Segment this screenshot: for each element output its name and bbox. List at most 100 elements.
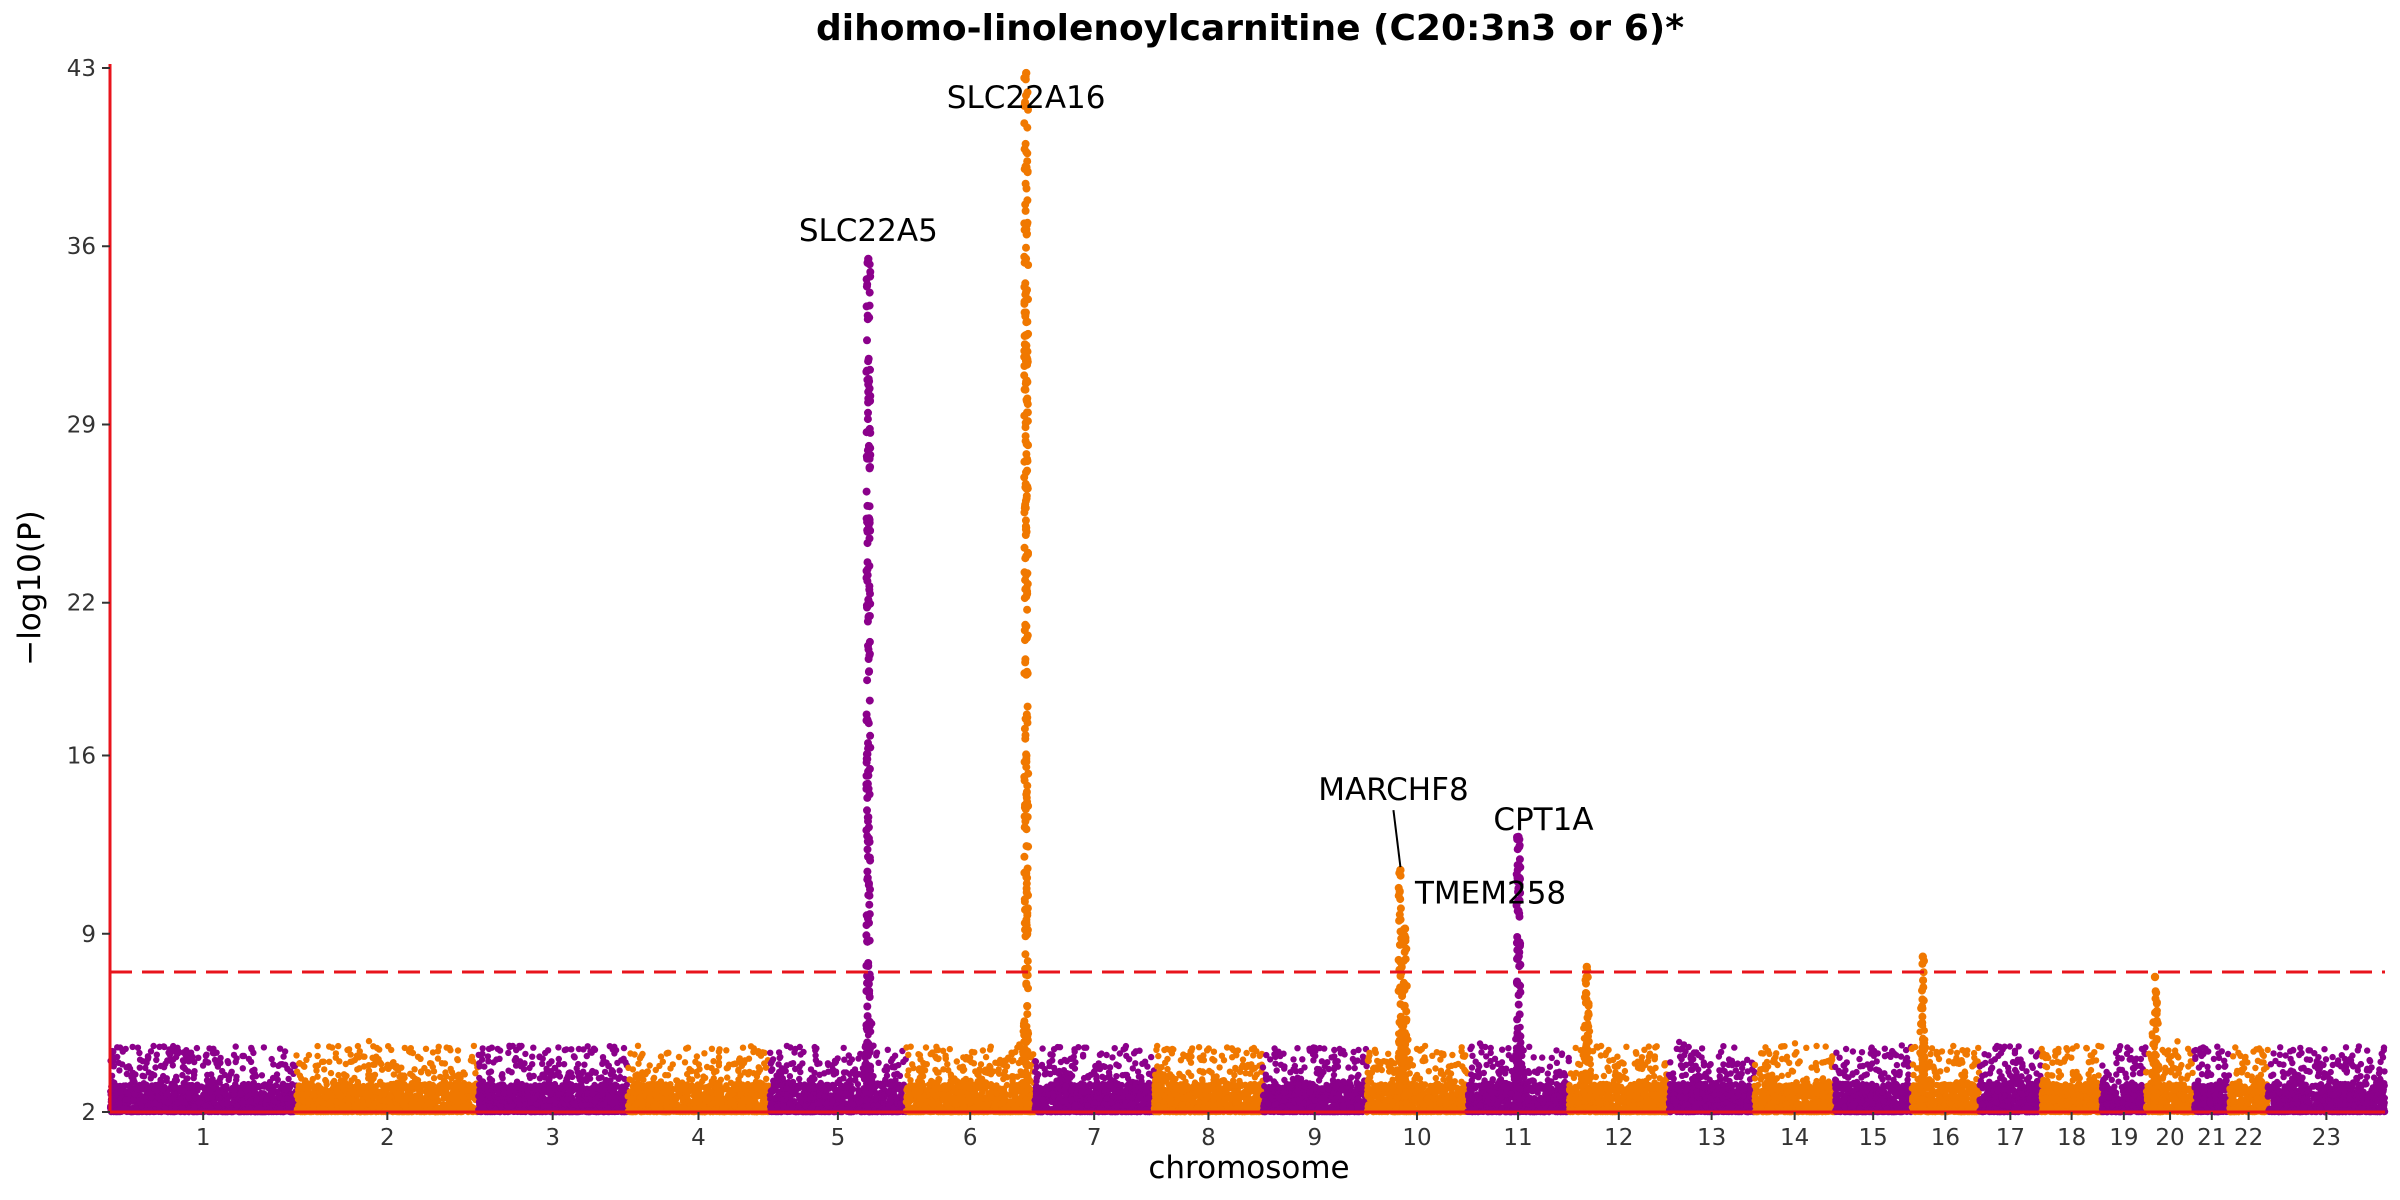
snp-point bbox=[169, 1062, 176, 1069]
snp-point bbox=[119, 1048, 127, 1055]
snp-point bbox=[222, 1083, 229, 1090]
snp-point bbox=[591, 1098, 598, 1105]
snp-point bbox=[348, 1058, 356, 1065]
snp-point bbox=[659, 1058, 666, 1065]
snp-point bbox=[381, 1097, 388, 1105]
snp-point bbox=[225, 1074, 233, 1081]
snp-point bbox=[506, 1088, 513, 1096]
snp-point bbox=[475, 1098, 483, 1106]
snp-point bbox=[692, 1058, 699, 1066]
snp-point bbox=[419, 1081, 426, 1089]
snp-point bbox=[137, 1083, 144, 1091]
snp-point bbox=[465, 1086, 473, 1094]
snp-point bbox=[299, 1061, 307, 1069]
snp-point bbox=[555, 1044, 562, 1051]
snp-point bbox=[401, 1092, 408, 1099]
snp-point bbox=[303, 1056, 310, 1064]
snp-point bbox=[177, 1087, 184, 1094]
snp-point bbox=[365, 1062, 372, 1069]
snp-point bbox=[522, 1050, 529, 1058]
snp-point bbox=[599, 1090, 606, 1098]
snp-point bbox=[256, 1083, 263, 1090]
snp-point bbox=[152, 1064, 159, 1071]
snp-point bbox=[513, 1084, 521, 1091]
snp-point bbox=[546, 1060, 553, 1067]
snp-point bbox=[395, 1090, 403, 1097]
snp-point bbox=[270, 1061, 277, 1068]
snp-point bbox=[276, 1045, 284, 1052]
snp-point bbox=[551, 1081, 558, 1089]
snp-point bbox=[675, 1088, 683, 1095]
snp-point bbox=[153, 1082, 161, 1089]
snp-point bbox=[592, 1069, 599, 1076]
snp-point bbox=[147, 1075, 154, 1082]
snp-point bbox=[150, 1042, 157, 1050]
snp-point bbox=[195, 1099, 202, 1106]
snp-point bbox=[627, 1050, 634, 1057]
snp-point bbox=[485, 1092, 492, 1099]
snp-point bbox=[757, 1052, 765, 1059]
snp-point bbox=[663, 1050, 670, 1057]
snp-point bbox=[545, 1097, 552, 1104]
snp-point bbox=[323, 1081, 330, 1088]
snp-point bbox=[304, 1098, 311, 1106]
snp-point bbox=[539, 1092, 546, 1099]
snp-point bbox=[712, 1084, 720, 1091]
snp-point bbox=[302, 1085, 309, 1092]
snp-point bbox=[530, 1044, 537, 1051]
chart-title: dihomo-linolenoylcarnitine (C20:3n3 or 6… bbox=[816, 8, 1684, 49]
snp-point bbox=[753, 1073, 761, 1080]
snp-point bbox=[694, 1072, 701, 1079]
snp-point bbox=[240, 1081, 247, 1089]
snp-point bbox=[524, 1092, 531, 1100]
snp-point bbox=[485, 1058, 492, 1065]
snp-point bbox=[258, 1072, 266, 1079]
snp-point bbox=[598, 1074, 605, 1081]
snp-point bbox=[356, 1048, 363, 1055]
snp-point bbox=[253, 1097, 260, 1104]
snp-point bbox=[314, 1042, 321, 1050]
snp-point bbox=[669, 1061, 676, 1068]
snp-point bbox=[401, 1072, 408, 1079]
snp-point bbox=[347, 1086, 354, 1093]
snp-point bbox=[438, 1089, 445, 1097]
snp-point bbox=[750, 1045, 757, 1052]
snp-point bbox=[184, 1075, 191, 1082]
snp-point bbox=[337, 1098, 345, 1106]
snp-point bbox=[634, 1042, 642, 1050]
snp-point bbox=[739, 1081, 746, 1088]
snp-point bbox=[663, 1103, 670, 1110]
snp-point bbox=[600, 1082, 607, 1090]
snp-point bbox=[156, 1102, 163, 1109]
snp-point bbox=[279, 1061, 286, 1068]
snp-point bbox=[191, 1071, 198, 1079]
snp-point bbox=[563, 1096, 570, 1103]
snp-point bbox=[195, 1084, 203, 1091]
snp-point bbox=[123, 1070, 131, 1078]
snp-point bbox=[702, 1085, 710, 1093]
snp-point bbox=[309, 1075, 316, 1083]
snp-point bbox=[134, 1044, 142, 1051]
snp-point bbox=[332, 1050, 340, 1057]
snp-point bbox=[392, 1064, 399, 1072]
snp-point bbox=[708, 1045, 716, 1053]
snp-point bbox=[422, 1045, 430, 1053]
snp-point bbox=[180, 1058, 187, 1065]
snp-point bbox=[526, 1074, 534, 1082]
snp-point bbox=[730, 1061, 737, 1068]
snp-point bbox=[327, 1098, 334, 1106]
snp-point bbox=[340, 1071, 348, 1078]
snp-point bbox=[719, 1105, 727, 1112]
snp-point bbox=[546, 1076, 553, 1083]
snp-point bbox=[373, 1087, 380, 1095]
snp-point bbox=[376, 1081, 383, 1088]
snp-point bbox=[234, 1084, 241, 1091]
snp-point bbox=[703, 1063, 711, 1071]
snp-point bbox=[131, 1091, 139, 1099]
snp-point bbox=[160, 1043, 167, 1050]
snp-point bbox=[414, 1053, 422, 1061]
snp-point bbox=[321, 1066, 328, 1073]
snp-point bbox=[124, 1096, 131, 1103]
snp-point bbox=[751, 1083, 758, 1091]
